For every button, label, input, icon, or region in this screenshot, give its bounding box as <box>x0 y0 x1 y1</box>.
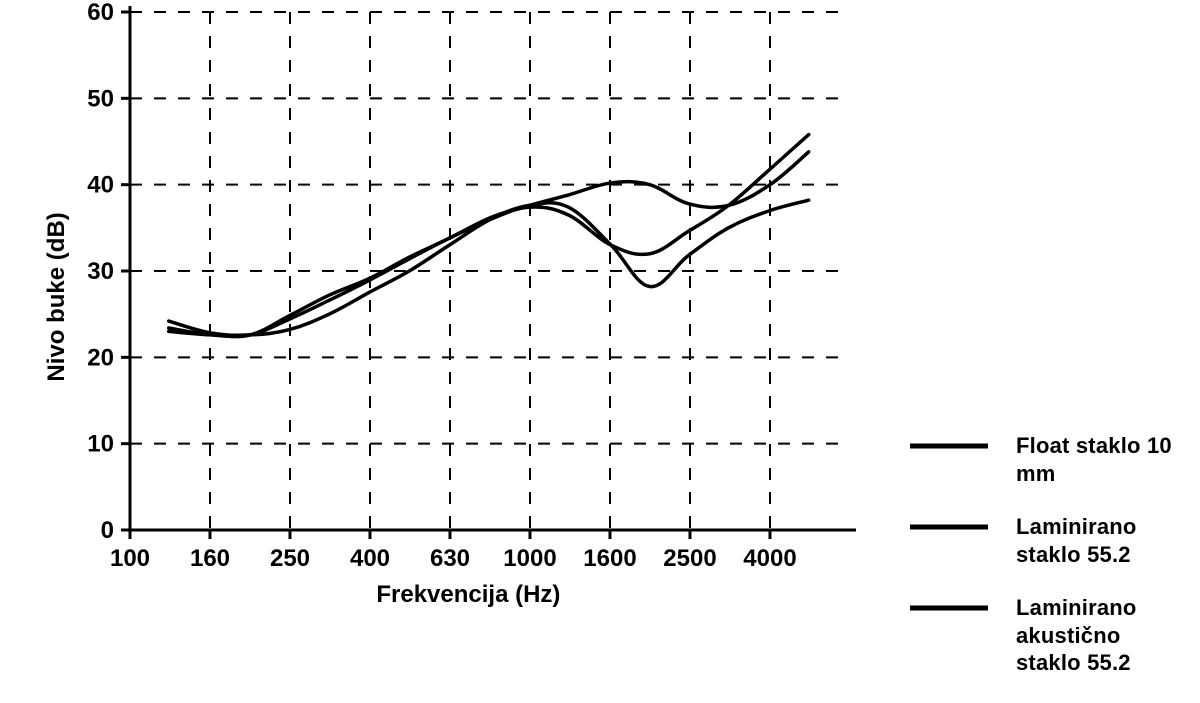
svg-text:2500: 2500 <box>663 545 716 572</box>
noise-line-chart: 0 10 20 30 40 50 60 100 160 250 400 630 1000 1600 2500… <box>40 0 890 620</box>
legend-item: Float staklo 10 mm <box>910 432 1190 487</box>
svg-text:10: 10 <box>87 431 114 458</box>
svg-text:30: 30 <box>87 258 114 285</box>
page-root: 0 10 20 30 40 50 60 100 160 250 400 630 1000 1600 2500… <box>0 0 1200 643</box>
svg-text:630: 630 <box>430 545 470 572</box>
legend-swatch-icon <box>910 442 988 450</box>
svg-text:50: 50 <box>87 85 114 112</box>
svg-text:60: 60 <box>87 0 114 26</box>
svg-text:1600: 1600 <box>583 545 636 572</box>
svg-text:Nivo buke (dB): Nivo buke (dB) <box>43 212 70 381</box>
legend-label: Laminirano akustično staklo 55.2 <box>1016 594 1190 677</box>
chart-container: 0 10 20 30 40 50 60 100 160 250 400 630 1000 1600 2500… <box>40 0 890 620</box>
svg-text:40: 40 <box>87 172 114 199</box>
svg-text:20: 20 <box>87 344 114 371</box>
svg-text:1000: 1000 <box>503 545 556 572</box>
chart-legend: Float staklo 10 mm Laminirano staklo 55.… <box>910 432 1190 703</box>
svg-text:160: 160 <box>190 545 230 572</box>
legend-item: Laminirano akustično staklo 55.2 <box>910 594 1190 677</box>
svg-text:250: 250 <box>270 545 310 572</box>
svg-text:100: 100 <box>110 545 150 572</box>
svg-text:400: 400 <box>350 545 390 572</box>
legend-swatch-icon <box>910 523 988 531</box>
legend-item: Laminirano staklo 55.2 <box>910 513 1190 568</box>
svg-text:Frekvencija (Hz): Frekvencija (Hz) <box>376 581 560 608</box>
svg-text:4000: 4000 <box>743 545 796 572</box>
legend-label: Laminirano staklo 55.2 <box>1016 513 1190 568</box>
legend-label: Float staklo 10 mm <box>1016 432 1190 487</box>
svg-text:0: 0 <box>101 517 114 544</box>
legend-swatch-icon <box>910 604 988 612</box>
